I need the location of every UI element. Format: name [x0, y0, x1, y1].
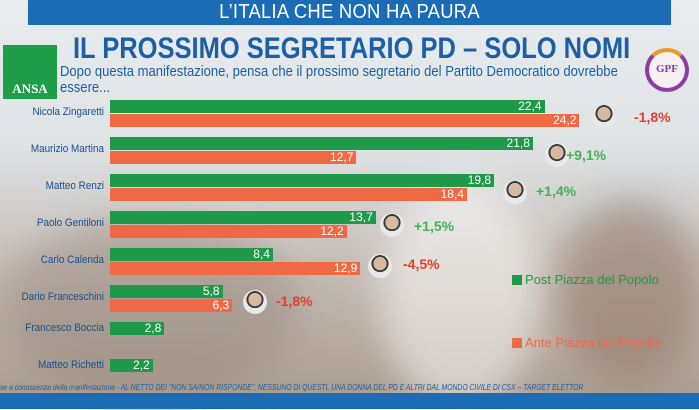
data-label: 12,9 — [333, 261, 358, 275]
category-label: Maurizio Martina — [30, 143, 105, 155]
data-label: 2,2 — [132, 358, 150, 372]
candidate-photo — [592, 104, 616, 128]
gpf-logo: GPF — [645, 48, 689, 92]
data-label: 22,4 — [518, 99, 542, 113]
category-label: Matteo Renzi — [45, 180, 104, 192]
top-banner: L’ITALIA CHE NON HA PAURA — [27, 0, 672, 25]
ansa-logo-text: ANSA — [12, 81, 48, 96]
bar-ante: 12,9 — [110, 261, 361, 275]
chart-subtitle: Dopo questa manifestazione, pensa che il… — [60, 64, 618, 96]
data-label: 24,2 — [553, 113, 577, 127]
delta-label: -4,5% — [403, 256, 440, 272]
candidate-photo — [545, 143, 569, 167]
category-label: Paolo Gentiloni — [36, 217, 104, 229]
data-label: 12,2 — [320, 224, 344, 238]
footnote: se a conoscenza della manifestazione - A… — [0, 383, 584, 392]
legend-label-ante: Ante Piazza del Popolo — [525, 335, 660, 350]
gpf-logo-text: GPF — [656, 63, 678, 75]
data-label: 2,8 — [144, 321, 162, 335]
bar-ante: 12,7 — [110, 150, 357, 164]
candidate-photo — [243, 290, 267, 314]
category-label: Matteo Richetti — [37, 359, 104, 371]
bar-post: 22,4 — [110, 100, 545, 113]
data-label: 6,3 — [212, 298, 230, 312]
legend-swatch-post — [512, 275, 522, 285]
data-label: 5,8 — [202, 284, 220, 298]
category-label: Dario Franceschini — [21, 291, 104, 303]
category-label: Francesco Boccia — [25, 322, 104, 334]
delta-label: +9,1% — [566, 147, 607, 163]
data-label: 12,7 — [330, 150, 354, 164]
chart-title: IL PROSSIMO SEGRETARIO PD – SOLO NOMI — [72, 32, 631, 65]
bar-post: 21,8 — [110, 137, 533, 150]
bar-ante: 18,4 — [110, 188, 467, 201]
bar-ante: 6,3 — [110, 298, 233, 312]
candidate-photo — [503, 180, 527, 204]
data-label: 18,4 — [440, 187, 464, 201]
bar-ante: 12,2 — [110, 225, 347, 238]
candidate-photo — [368, 254, 392, 278]
bar-post: 19,8 — [110, 173, 495, 187]
bar-post: 2,8 — [110, 321, 165, 335]
legend-ante: Ante Piazza del Popolo — [512, 335, 659, 350]
category-label: Carlo Calenda — [40, 254, 104, 266]
legend-label-post: Post Piazza del Popolo — [525, 272, 659, 287]
bar-ante: 24,2 — [110, 113, 580, 127]
delta-label: +1,4% — [536, 183, 577, 199]
data-label: 13,7 — [349, 210, 373, 224]
bar-post: 2,2 — [110, 359, 153, 372]
ansa-logo: ANSA — [3, 45, 57, 99]
bar-post: 8,4 — [110, 248, 273, 261]
delta-label: -1,8% — [276, 293, 313, 309]
legend-swatch-ante — [512, 338, 522, 348]
data-label: 21,8 — [506, 136, 530, 150]
delta-label: -1,8% — [634, 109, 671, 125]
bar-post: 5,8 — [110, 285, 223, 298]
delta-label: +1,5% — [414, 218, 455, 234]
data-label: 19,8 — [467, 173, 492, 187]
bottom-bar — [0, 393, 699, 409]
data-label: 8,4 — [253, 247, 270, 261]
candidate-photo — [380, 213, 404, 237]
bar-post: 13,7 — [110, 211, 376, 224]
legend-post: Post Piazza del Popolo — [512, 272, 659, 287]
category-label: Nicola Zingaretti — [32, 106, 104, 118]
